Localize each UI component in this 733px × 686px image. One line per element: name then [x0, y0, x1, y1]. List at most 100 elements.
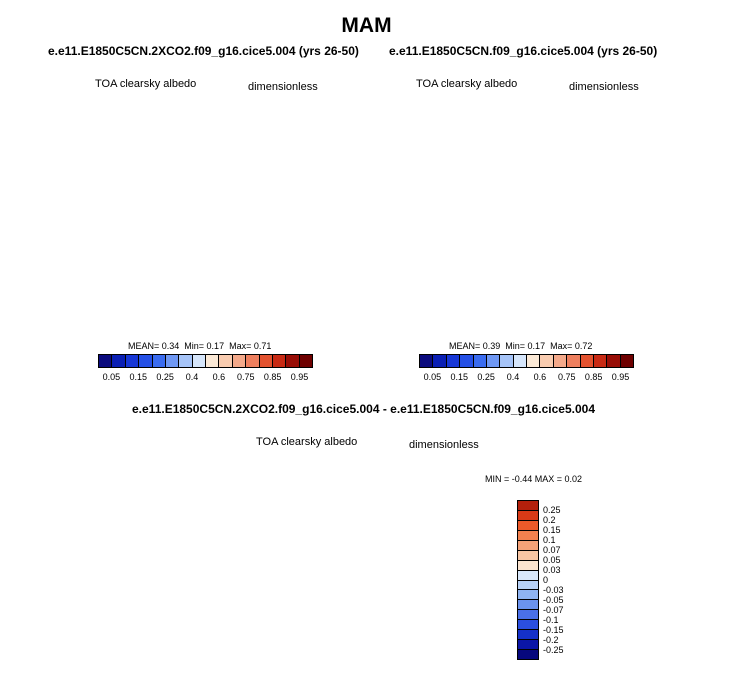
panel-1-colorbar-swatch [259, 355, 273, 367]
panel-2-variable-label: TOA clearsky albedo [416, 78, 518, 90]
panel-1-max: Max= 0.71 [229, 341, 272, 351]
panel-1-colorbar-swatch [219, 355, 233, 367]
panel-3-colorbar-tick-label: 0.2 [543, 515, 556, 525]
panel-2-colorbar-swatch [420, 355, 434, 367]
panel-3-colorbar-swatch [518, 560, 538, 571]
panel-2-colorbar-tick-label: 0.4 [506, 372, 520, 382]
panel-2-colorbar-swatch [486, 355, 501, 367]
panel-2-colorbar-swatch [607, 355, 621, 367]
panel-1-colorbar-swatch [272, 355, 287, 367]
panel-3-colorbar [517, 500, 539, 660]
panel-1-colorbar-swatch [112, 355, 126, 367]
panel-1-colorbar-tick-label: 0.4 [185, 372, 199, 382]
panel-2-colorbar-tick-label: 0.6 [533, 372, 547, 382]
panel-1-colorbar [98, 354, 313, 368]
panel-1-colorbar-swatch [232, 355, 247, 367]
panel-2-colorbar-swatch [620, 355, 633, 367]
panel-1-title: e.e11.E1850C5CN.2XCO2.f09_g16.cice5.004 … [48, 44, 359, 58]
panel-1-colorbar-swatch [99, 355, 113, 367]
panel-1-colorbar-tick-label: 0.85 [263, 372, 282, 382]
panel-1-mean: MEAN= 0.34 [128, 341, 180, 351]
panel-1-colorbar-swatch [192, 355, 206, 367]
panel-3-colorbar-tick-label: -0.25 [543, 645, 564, 655]
panel-1-colorbar-swatch [206, 355, 220, 367]
panel-2-colorbar-tick-label: 0.85 [584, 372, 603, 382]
panel-3-colorbar-tick-label: -0.2 [543, 635, 559, 645]
panel-3-colorbar-ticks: 0.25 0.2 0.15 0.1 0.07 0.05 0.03 0 -0.03 -0.05 -0.… [543, 500, 583, 660]
panel-3-antarctica [309, 513, 435, 627]
panel-1-colorbar-tick-label: 0.25 [156, 372, 174, 382]
panel-3-colorbar-tick-label: 0 [543, 575, 549, 585]
panel-1-antarctica-plateau [206, 170, 262, 242]
panel-1-units-label: dimensionless [248, 81, 318, 93]
panel-1-stats: MEAN= 0.34 Min= 0.17 Max= 0.71 [128, 341, 271, 351]
panel-2-colorbar-tick-label: 0.95 [611, 372, 630, 382]
panel-2-colorbar-tick-label: 0.75 [558, 372, 576, 382]
panel-3-colorbar-swatch [518, 590, 538, 601]
panel-3-colorbar-swatch [518, 600, 538, 611]
panel-2-colorbar-swatch [580, 355, 594, 367]
panel-3-colorbar-tick-label: 0.03 [543, 565, 561, 575]
panel-1-colorbar-swatch [286, 355, 300, 367]
panel-3-colorbar-swatch [518, 570, 538, 581]
panel-3-colorbar-swatch [518, 610, 538, 621]
panel-2-title: e.e11.E1850C5CN.f09_g16.cice5.004 (yrs 2… [389, 44, 658, 58]
panel-3-colorbar-tick-label: 0.1 [543, 535, 556, 545]
panel-1-min: Min= 0.17 [184, 341, 225, 351]
panel-2-colorbar-swatch [433, 355, 447, 367]
panel-2-colorbar-ticks: 0.05 0.15 0.25 0.4 0.6 0.75 0.85 0.95 [419, 372, 634, 384]
panel-3-colorbar-tick-label: 0.15 [543, 525, 561, 535]
panel-3-colorbar-tick-label: -0.05 [543, 595, 564, 605]
panel-1-colorbar-tick-label: 0.15 [129, 372, 148, 382]
panel-2-colorbar-swatch [553, 355, 568, 367]
panel-2-colorbar-swatch [500, 355, 514, 367]
panel-3-colorbar-tick-label: 0.07 [543, 545, 561, 555]
panel-2-antarctica-plateau [516, 168, 584, 246]
panel-3-colorbar-tick-label: 0.05 [543, 555, 561, 565]
panel-2-max: Max= 0.72 [550, 341, 593, 351]
panel-3-colorbar-tick-label: -0.15 [543, 625, 564, 635]
panel-3-colorbar-swatch [518, 620, 538, 631]
panel-2-colorbar-swatch [567, 355, 581, 367]
panel-2-colorbar-swatch [513, 355, 527, 367]
panel-1-colorbar-tick-label: 0.95 [290, 372, 309, 382]
panel-2-units-label: dimensionless [569, 81, 639, 93]
panel-1-colorbar-swatch [246, 355, 260, 367]
panel-3-colorbar-tick-label: -0.1 [543, 615, 559, 625]
panel-3-colorbar-swatch [518, 640, 538, 651]
panel-3-colorbar-tick-label: 0.25 [543, 505, 561, 515]
panel-2-mean: MEAN= 0.39 [449, 341, 501, 351]
panel-3-colorbar-swatch [518, 530, 538, 541]
panel-1-colorbar-tick-label: 0.05 [102, 372, 121, 382]
panel-2-colorbar-swatch [473, 355, 487, 367]
panel-3-colorbar-swatch [518, 510, 538, 521]
panel-3-colorbar-tick-label: -0.07 [543, 605, 564, 615]
panel-2-colorbar-tick-label: 0.15 [450, 372, 469, 382]
panel-3-minmax: MIN = -0.44 MAX = 0.02 [485, 474, 583, 484]
panel-3-colorbar-swatch [518, 550, 538, 561]
panel-2-colorbar-swatch [460, 355, 474, 367]
panel-1-colorbar-tick-label: 0.6 [212, 372, 226, 382]
panel-3-colorbar-swatch [518, 540, 538, 551]
panel-3-units-label: dimensionless [409, 439, 479, 451]
panel-3-colorbar-swatch [518, 520, 538, 531]
panel-3-variable-label: TOA clearsky albedo [256, 436, 358, 448]
panel-2-stats: MEAN= 0.39 Min= 0.17 Max= 0.72 [449, 341, 592, 351]
panel-1-colorbar-swatch [125, 355, 140, 367]
panel-1-variable-label: TOA clearsky albedo [95, 78, 197, 90]
panel-1-colorbar-swatch [139, 355, 153, 367]
panel-1-colorbar-swatch [152, 355, 166, 367]
panel-3-title: e.e11.E1850C5CN.2XCO2.f09_g16.cice5.004 … [132, 402, 595, 416]
panel-3-colorbar-swatch [518, 580, 538, 591]
panel-2-colorbar-swatch [593, 355, 608, 367]
panel-2-colorbar-tick-label: 0.05 [423, 372, 442, 382]
panel-1-colorbar-swatch [299, 355, 312, 367]
panel-1-colorbar-swatch [179, 355, 193, 367]
panel-2-colorbar-swatch [446, 355, 461, 367]
panel-1-colorbar-swatch [165, 355, 180, 367]
panel-1-colorbar-tick-label: 0.75 [237, 372, 255, 382]
panel-2-colorbar [419, 354, 634, 368]
panel-2-colorbar-swatch [527, 355, 541, 367]
panel-3-colorbar-tick-label: -0.03 [543, 585, 564, 595]
panel-1-colorbar-ticks: 0.05 0.15 0.25 0.4 0.6 0.75 0.85 0.95 [98, 372, 313, 384]
